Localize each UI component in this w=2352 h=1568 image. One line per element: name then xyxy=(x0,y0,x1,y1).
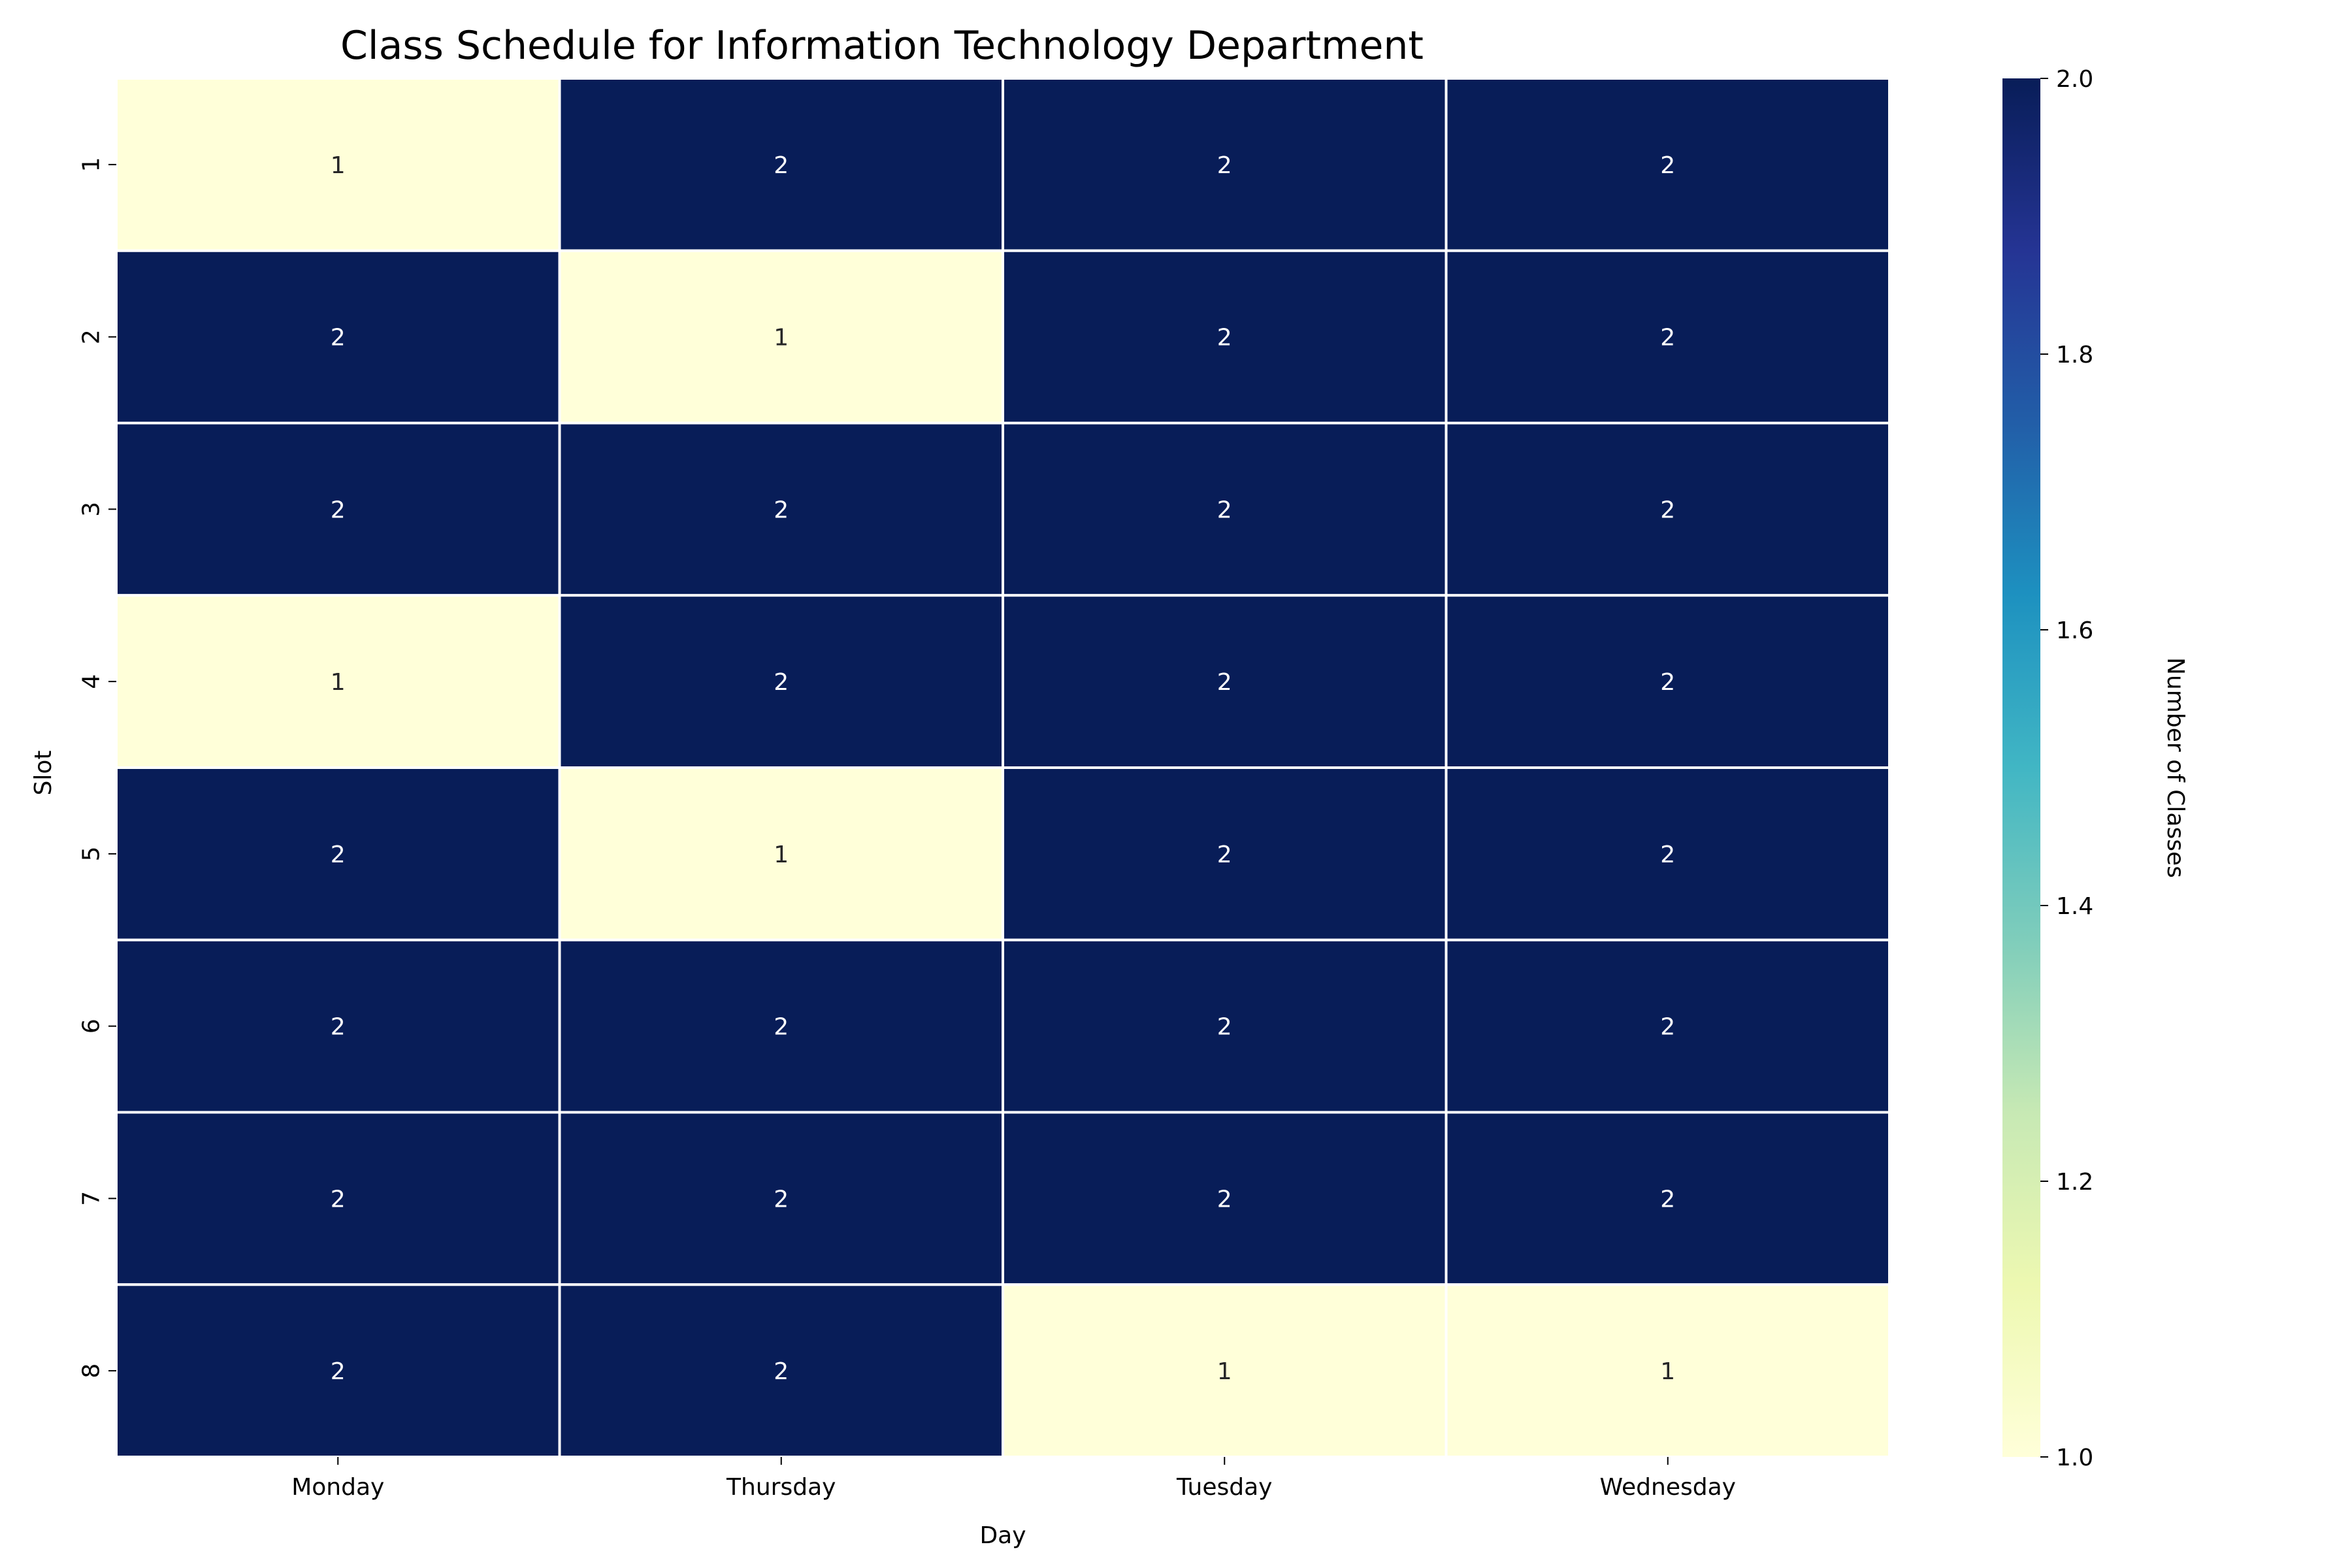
cell-value-label: 2 xyxy=(1660,1014,1675,1041)
heatmap-cell xyxy=(1002,1111,1448,1286)
cell-value-label: 2 xyxy=(1660,841,1675,868)
colorbar xyxy=(2002,78,2040,1457)
y-tick-label: 8 xyxy=(78,1364,105,1379)
colorbar-label: Number of Classes xyxy=(2162,657,2189,878)
y-axis-ticks: 1 2 3 4 5 6 7 8 xyxy=(78,157,116,1379)
x-tick-label: Monday xyxy=(291,1474,384,1501)
x-tick-label: Wednesday xyxy=(1600,1474,1736,1501)
heatmap-cell xyxy=(1445,77,1891,252)
cell-value-label: 1 xyxy=(774,841,789,868)
colorbar-tick-label: 1.8 xyxy=(2056,342,2093,368)
y-tick-label: 7 xyxy=(78,1191,105,1206)
cell-value-label: 2 xyxy=(1217,1014,1232,1041)
heatmap-cell xyxy=(115,1283,561,1458)
y-tick-label: 4 xyxy=(78,674,105,689)
heatmap-cell xyxy=(558,77,1004,252)
heatmap-cell xyxy=(115,938,561,1114)
heatmap-cell xyxy=(1002,1283,1448,1458)
cell-value-label: 2 xyxy=(1217,325,1232,351)
cell-value-label: 2 xyxy=(1217,152,1232,179)
cell-value-label: 2 xyxy=(1217,497,1232,523)
cell-value-label: 2 xyxy=(1217,1186,1232,1213)
heatmap-cell xyxy=(558,421,1004,597)
cell-value-label: 2 xyxy=(331,1358,346,1385)
heatmap-cell xyxy=(1002,594,1448,769)
cell-value-label: 2 xyxy=(1217,841,1232,868)
heatmap-cell xyxy=(1445,766,1891,941)
cell-value-label: 2 xyxy=(774,1358,789,1385)
heatmap-cell xyxy=(558,594,1004,769)
y-tick-label: 5 xyxy=(78,846,105,861)
cell-value-label: 2 xyxy=(774,497,789,523)
cell-value-label: 1 xyxy=(331,669,346,696)
heatmap-cell xyxy=(1445,1111,1891,1286)
cell-value-label: 2 xyxy=(774,152,789,179)
y-tick-label: 2 xyxy=(78,329,105,344)
cell-value-label: 2 xyxy=(1660,152,1675,179)
cell-value-label: 2 xyxy=(331,497,346,523)
colorbar-tick-label: 2.0 xyxy=(2056,66,2093,93)
cell-value-label: 2 xyxy=(1660,325,1675,351)
y-tick-label: 3 xyxy=(78,502,105,517)
cell-value-label: 1 xyxy=(774,325,789,351)
chart-title: Class Schedule for Information Technolog… xyxy=(340,23,1424,69)
cell-value-label: 2 xyxy=(331,1014,346,1041)
heatmap-cell xyxy=(1445,249,1891,425)
heatmap-cell xyxy=(115,1111,561,1286)
cell-value-label: 1 xyxy=(1660,1358,1675,1385)
heatmap-cell xyxy=(558,766,1004,941)
cell-value-label: 1 xyxy=(331,152,346,179)
heatmap-cell xyxy=(115,594,561,769)
cell-value-label: 2 xyxy=(1660,669,1675,696)
cell-value-label: 2 xyxy=(774,669,789,696)
heatmap-cell xyxy=(558,249,1004,425)
colorbar-tick-label: 1.0 xyxy=(2056,1445,2093,1471)
cell-value-label: 2 xyxy=(331,1186,346,1213)
cell-value-label: 2 xyxy=(1660,1186,1675,1213)
heatmap-cell xyxy=(558,938,1004,1114)
x-tick-label: Tuesday xyxy=(1176,1474,1272,1501)
heatmap-cells: 1 2 2 2 2 1 2 2 2 2 2 2 1 2 2 2 2 1 2 2 2 2 2 2 2 2 2 2 2 2 1 1 xyxy=(115,77,1891,1458)
cell-value-label: 2 xyxy=(1217,669,1232,696)
heatmap-cell xyxy=(115,766,561,941)
heatmap-cell xyxy=(1002,938,1448,1114)
x-axis-label: Day xyxy=(979,1522,1026,1549)
colorbar-tick-label: 1.6 xyxy=(2056,617,2093,644)
x-axis-ticks: Monday Thursday Tuesday Wednesday xyxy=(291,1457,1736,1501)
cell-value-label: 2 xyxy=(331,325,346,351)
cell-value-label: 2 xyxy=(331,841,346,868)
colorbar-ticks: 1.0 1.2 1.4 1.6 1.8 2.0 xyxy=(2040,66,2093,1471)
colorbar-tick-label: 1.2 xyxy=(2056,1169,2093,1196)
heatmap-cell xyxy=(1002,77,1448,252)
colorbar-tick-label: 1.4 xyxy=(2056,893,2093,920)
y-tick-label: 6 xyxy=(78,1019,105,1034)
heatmap-cell xyxy=(1002,766,1448,941)
heatmap-cell xyxy=(115,77,561,252)
cell-value-label: 2 xyxy=(774,1186,789,1213)
heatmap-cell xyxy=(1445,421,1891,597)
cell-value-label: 1 xyxy=(1217,1358,1232,1385)
cell-value-label: 2 xyxy=(774,1014,789,1041)
heatmap-cell xyxy=(1445,938,1891,1114)
heatmap-cell xyxy=(115,249,561,425)
y-axis-label: Slot xyxy=(30,751,57,796)
x-tick-label: Thursday xyxy=(726,1474,836,1501)
y-tick-label: 1 xyxy=(78,157,105,172)
heatmap-cell xyxy=(1445,594,1891,769)
cell-value-label: 2 xyxy=(1660,497,1675,523)
